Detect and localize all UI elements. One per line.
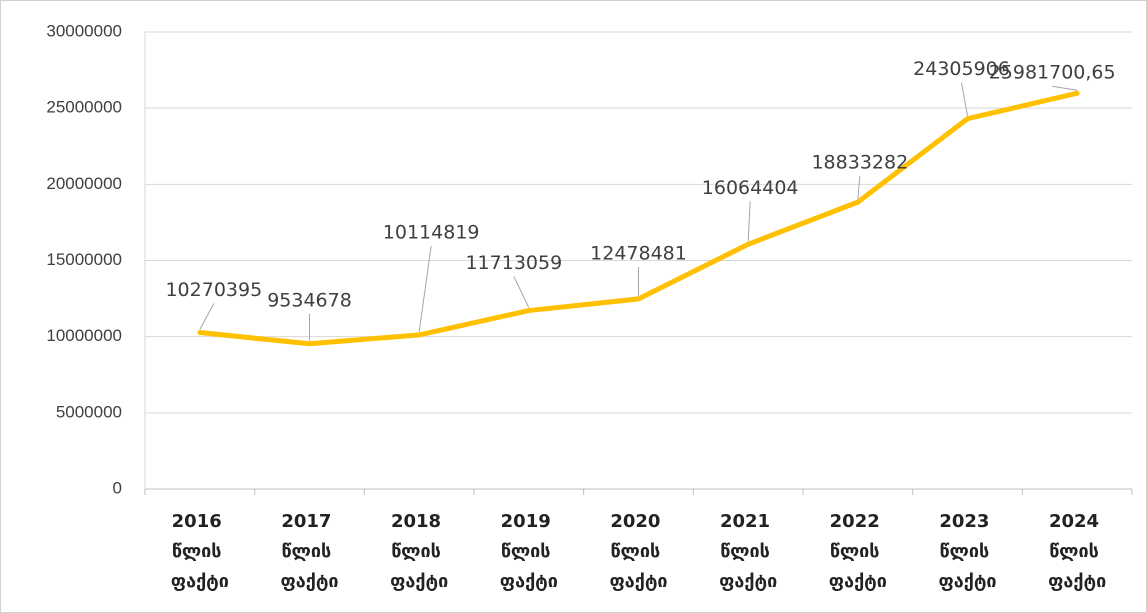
y-tick-label: 20000000 [46,174,122,193]
x-tick-label: 2016 წლის ფაქტი [171,511,229,592]
x-tick-label: 2019 წლის ფაქტი [500,511,558,592]
data-label: 12478481 [590,242,687,264]
x-tick-label: 2023 წლის ფაქტი [938,511,996,592]
y-tick-label: 25000000 [46,98,122,117]
y-tick-label: 10000000 [46,326,122,345]
data-line [197,90,1080,347]
leader-line [857,176,861,200]
data-label: 11713059 [465,252,562,274]
x-tick-label: 2017 წლის ფაქტი [280,511,338,592]
data-label: 16064404 [702,177,799,199]
x-tick-label: 2018 წლის ფაქტი [390,511,448,592]
x-tick-label: 2024 წლის ფაქტი [1048,511,1106,592]
y-tick-label: 5000000 [56,402,122,421]
leader-line [513,276,530,308]
y-tick-label: 0 [113,478,122,497]
data-label: 9534678 [267,289,352,311]
y-tick-label: 30000000 [46,21,122,40]
leader-line [747,201,751,242]
leader-line [1052,85,1078,91]
data-label: 24305906 [913,58,1010,80]
x-tick-label: 2020 წლის ფაქტი [609,511,667,592]
leader-line [418,245,432,332]
leader-line [199,303,215,330]
data-label: 18833282 [811,152,908,174]
data-label: 10270395 [165,279,262,301]
data-label: 25981700,65 [989,62,1116,84]
x-tick-label: 2022 წლის ფაქტი [829,511,887,592]
data-label: 10114819 [383,221,480,243]
y-tick-label: 15000000 [46,250,122,269]
x-tick-label: 2021 წლის ფაქტი [719,511,777,592]
leader-line [961,82,968,116]
